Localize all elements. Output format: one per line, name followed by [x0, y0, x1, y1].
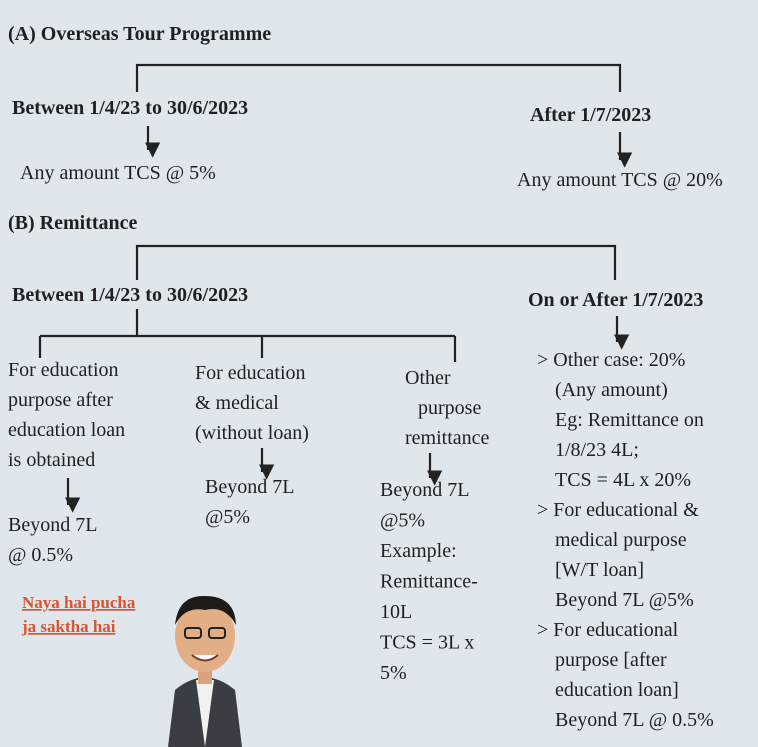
branch-result: TCS = 3L x: [380, 632, 474, 654]
right-text: Eg: Remittance on: [555, 409, 704, 431]
right-text: education loan]: [555, 679, 679, 701]
branch-result: 10L: [380, 601, 412, 623]
right-text: > For educational: [537, 619, 679, 641]
branch-result: @ 0.5%: [8, 544, 73, 566]
note: ja saktha hai: [21, 617, 116, 636]
branch-text: (without loan): [195, 422, 309, 444]
branch-result: Remittance-: [380, 571, 478, 593]
branch-result: Beyond 7L: [8, 514, 97, 536]
result: Any amount TCS @ 5%: [20, 162, 216, 184]
branch-result: Beyond 7L: [205, 476, 294, 498]
right-text: 1/8/23 4L;: [555, 439, 639, 461]
branch-label: After 1/7/2023: [530, 104, 651, 126]
section-title: (B) Remittance: [8, 212, 138, 234]
branch-result: 5%: [380, 662, 407, 684]
right-text: > For educational &: [537, 499, 699, 521]
result: Any amount TCS @ 20%: [517, 169, 723, 191]
branch-label: Between 1/4/23 to 30/6/2023: [12, 97, 248, 119]
branch-result: Beyond 7L: [380, 479, 469, 501]
right-text: purpose [after: [555, 649, 667, 671]
note: Naya hai pucha: [22, 593, 136, 612]
branch-text: Other: [405, 367, 451, 389]
branch-text: & medical: [195, 392, 279, 414]
bracket: [135, 63, 622, 92]
branch-text: For education: [195, 362, 306, 384]
branch-result: @5%: [205, 506, 250, 528]
branch-result: @5%: [380, 510, 425, 532]
branch-label: Between 1/4/23 to 30/6/2023: [12, 284, 248, 306]
right-text: TCS = 4L x 20%: [555, 469, 691, 491]
cartoon-person: [168, 595, 242, 747]
bracket: [135, 244, 617, 280]
right-text: > Other case: 20%: [537, 349, 685, 371]
branch-text: is obtained: [8, 449, 95, 471]
right-text: medical purpose: [555, 529, 687, 551]
right-text: Beyond 7L @ 0.5%: [555, 709, 714, 731]
right-text: (Any amount): [555, 379, 668, 401]
branch-text: education loan: [8, 419, 125, 441]
branch-result: Example:: [380, 540, 457, 562]
branch-text: remittance: [405, 427, 490, 449]
right-text: Beyond 7L @5%: [555, 589, 694, 611]
branch-text: purpose: [418, 397, 481, 419]
branch-text: For education: [8, 359, 119, 381]
connector: [38, 309, 457, 362]
right-text: [W/T loan]: [555, 559, 644, 581]
section-title: (A) Overseas Tour Programme: [8, 23, 271, 45]
branch-label: On or After 1/7/2023: [528, 289, 703, 311]
branch-text: purpose after: [8, 389, 113, 411]
